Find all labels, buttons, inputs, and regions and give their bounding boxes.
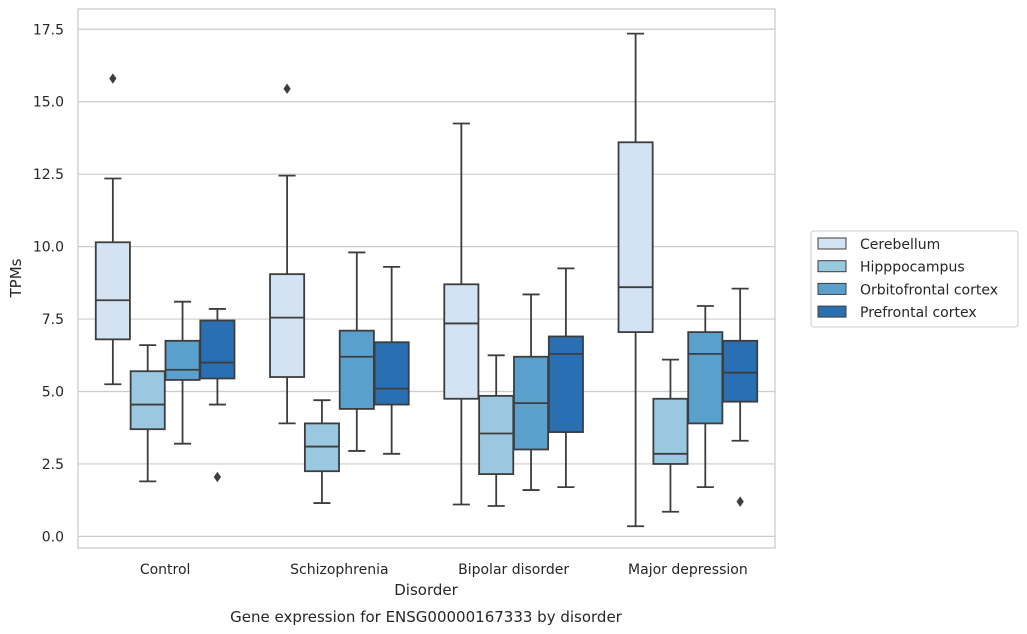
y-tick-label: 12.5 xyxy=(33,167,64,183)
legend-swatch xyxy=(817,237,847,250)
outlier-marker xyxy=(736,496,744,507)
x-tick-label: Schizophrenia xyxy=(290,562,388,578)
box-plot xyxy=(617,32,654,528)
y-axis-label: TPMs xyxy=(7,258,25,298)
plot-area-frame xyxy=(77,8,776,549)
y-axis-ticks: 0.0 2.5 5.0 7.5 10.0 12.5 15.0 17.5 xyxy=(33,22,64,545)
legend: Cerebellum Hipppocampus Orbitofrontal cort… xyxy=(810,230,1019,328)
box-plot xyxy=(547,267,584,489)
box-iqr xyxy=(687,331,724,425)
box-iqr xyxy=(478,394,515,476)
x-axis-ticks: Control Schizophrenia Bipolar disorder Majo… xyxy=(140,562,748,578)
y-tick-label: 0.0 xyxy=(42,529,64,545)
outlier-marker xyxy=(109,73,117,84)
box-iqr xyxy=(129,370,166,431)
box-iqr xyxy=(199,319,236,380)
outlier-marker xyxy=(283,83,291,94)
box-iqr xyxy=(269,273,306,378)
box-iqr xyxy=(443,283,480,400)
outlier-marker xyxy=(213,471,221,483)
box-plot xyxy=(129,344,166,483)
box-iqr xyxy=(164,339,201,381)
gridlines xyxy=(78,28,775,538)
chart-caption: Gene expression for ENSG00000167333 by d… xyxy=(230,608,623,626)
y-tick-label: 15.0 xyxy=(33,95,64,111)
legend-entry: Hipppocampus xyxy=(860,260,965,276)
box-plot xyxy=(338,251,375,452)
box-plot xyxy=(687,305,724,489)
box-plot xyxy=(94,73,131,386)
box-plot xyxy=(513,293,550,491)
x-axis-label: Disorder xyxy=(394,581,458,599)
box-plot xyxy=(722,287,759,507)
box-iqr xyxy=(617,141,654,334)
y-tick-label: 7.5 xyxy=(42,312,64,328)
box-plot xyxy=(164,300,201,445)
y-tick-label: 17.5 xyxy=(33,22,64,38)
box-plots xyxy=(94,32,759,528)
x-tick-label: Bipolar disorder xyxy=(458,562,569,578)
x-tick-label: Control xyxy=(140,562,191,578)
x-tick-label: Major depression xyxy=(628,562,748,578)
legend-entry: Cerebellum xyxy=(860,237,940,253)
legend-entry: Orbitofrontal cortex xyxy=(860,282,998,298)
legend-swatch xyxy=(817,282,847,295)
box-plot xyxy=(443,122,480,506)
box-plot xyxy=(269,83,306,425)
box-plot xyxy=(199,308,236,483)
box-iqr xyxy=(338,329,375,410)
box-iqr xyxy=(547,335,584,433)
legend-swatch xyxy=(817,305,847,318)
y-tick-label: 5.0 xyxy=(42,385,64,401)
box-plot xyxy=(373,266,410,455)
box-plot xyxy=(478,354,515,507)
box-plot xyxy=(303,399,340,504)
legend-swatch xyxy=(817,260,847,273)
box-iqr xyxy=(373,341,410,406)
box-iqr xyxy=(722,339,759,403)
y-tick-label: 10.0 xyxy=(33,240,64,256)
y-tick-label: 2.5 xyxy=(42,457,64,473)
box-iqr xyxy=(94,241,131,341)
legend-frame xyxy=(810,230,1019,328)
box-plot xyxy=(652,358,689,513)
legend-entry: Prefrontal cortex xyxy=(860,305,977,321)
